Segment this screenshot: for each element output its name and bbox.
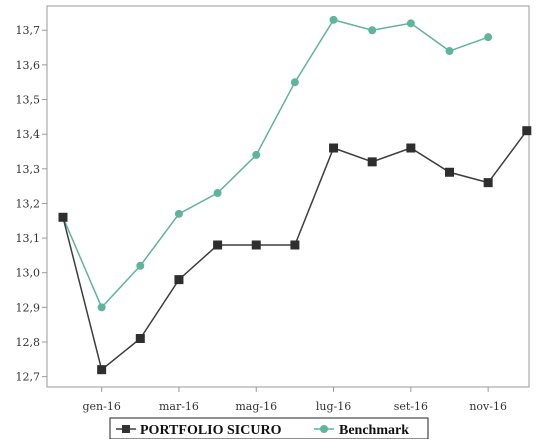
data-point-benchmark bbox=[484, 33, 493, 42]
legend: PORTFOLIO SICURO Benchmark bbox=[109, 417, 429, 439]
x-tick-label: mar-16 bbox=[159, 400, 199, 413]
data-point-portfolio bbox=[406, 143, 416, 153]
data-point-portfolio bbox=[135, 334, 145, 344]
x-axis: gen-16 mar-16 mag-16 lug-16 set-16 nov-16 bbox=[82, 387, 507, 413]
data-point-benchmark bbox=[368, 26, 377, 35]
data-point-portfolio bbox=[58, 212, 68, 222]
y-tick-label: 13,3 bbox=[16, 163, 41, 176]
data-point-benchmark bbox=[445, 47, 454, 56]
data-point-benchmark bbox=[213, 189, 222, 198]
legend-label-benchmark: Benchmark bbox=[339, 423, 409, 438]
x-tick-label: set-16 bbox=[394, 400, 428, 413]
plot-frame bbox=[46, 5, 530, 388]
data-point-portfolio bbox=[445, 167, 454, 177]
legend-box bbox=[109, 417, 429, 439]
legend-label-portfolio: PORTFOLIO SICURO bbox=[140, 423, 282, 438]
y-axis: 12,7 12,8 12,9 13,0 13,1 13,2 13,3 13,4 13,5 13,6… bbox=[16, 24, 47, 384]
y-tick-label: 12,7 bbox=[16, 371, 41, 384]
y-tick-label: 13,6 bbox=[16, 59, 41, 72]
data-point-portfolio bbox=[522, 126, 532, 136]
series-layer bbox=[58, 15, 532, 375]
legend-item-portfolio: PORTFOLIO SICURO bbox=[116, 423, 282, 438]
data-point-benchmark bbox=[290, 78, 299, 87]
legend-marker-portfolio bbox=[122, 425, 130, 433]
data-point-portfolio bbox=[251, 240, 261, 250]
data-point-portfolio bbox=[367, 157, 377, 167]
legend-item-benchmark: Benchmark bbox=[314, 423, 409, 438]
y-tick-label: 12,8 bbox=[16, 336, 41, 349]
data-point-portfolio bbox=[174, 275, 184, 285]
y-tick-label: 13,4 bbox=[16, 128, 41, 141]
data-point-benchmark bbox=[97, 303, 106, 312]
x-tick-label: gen-16 bbox=[82, 400, 120, 413]
y-tick-label: 12,9 bbox=[16, 301, 41, 314]
data-point-portfolio bbox=[483, 178, 493, 188]
data-point-portfolio bbox=[213, 240, 223, 250]
legend-marker-benchmark bbox=[320, 425, 328, 433]
data-point-benchmark bbox=[406, 19, 415, 28]
series-line-benchmark bbox=[62, 18, 489, 309]
y-tick-label: 13,1 bbox=[16, 232, 41, 245]
data-point-portfolio bbox=[97, 365, 107, 375]
x-tick-label: nov-16 bbox=[469, 400, 507, 413]
data-point-benchmark bbox=[329, 15, 338, 24]
data-point-portfolio bbox=[290, 240, 300, 250]
x-tick-label: lug-16 bbox=[316, 400, 351, 413]
y-tick-label: 13,0 bbox=[16, 267, 41, 280]
y-tick-label: 13,7 bbox=[16, 24, 41, 37]
data-point-benchmark bbox=[174, 209, 183, 218]
data-point-benchmark bbox=[136, 261, 145, 270]
y-tick-label: 13,5 bbox=[16, 94, 41, 107]
series-line-portfolio bbox=[62, 130, 528, 371]
data-point-benchmark bbox=[252, 150, 261, 159]
data-point-portfolio bbox=[329, 143, 339, 153]
x-tick-label: mag-16 bbox=[235, 400, 277, 413]
y-tick-label: 13,2 bbox=[16, 197, 41, 210]
